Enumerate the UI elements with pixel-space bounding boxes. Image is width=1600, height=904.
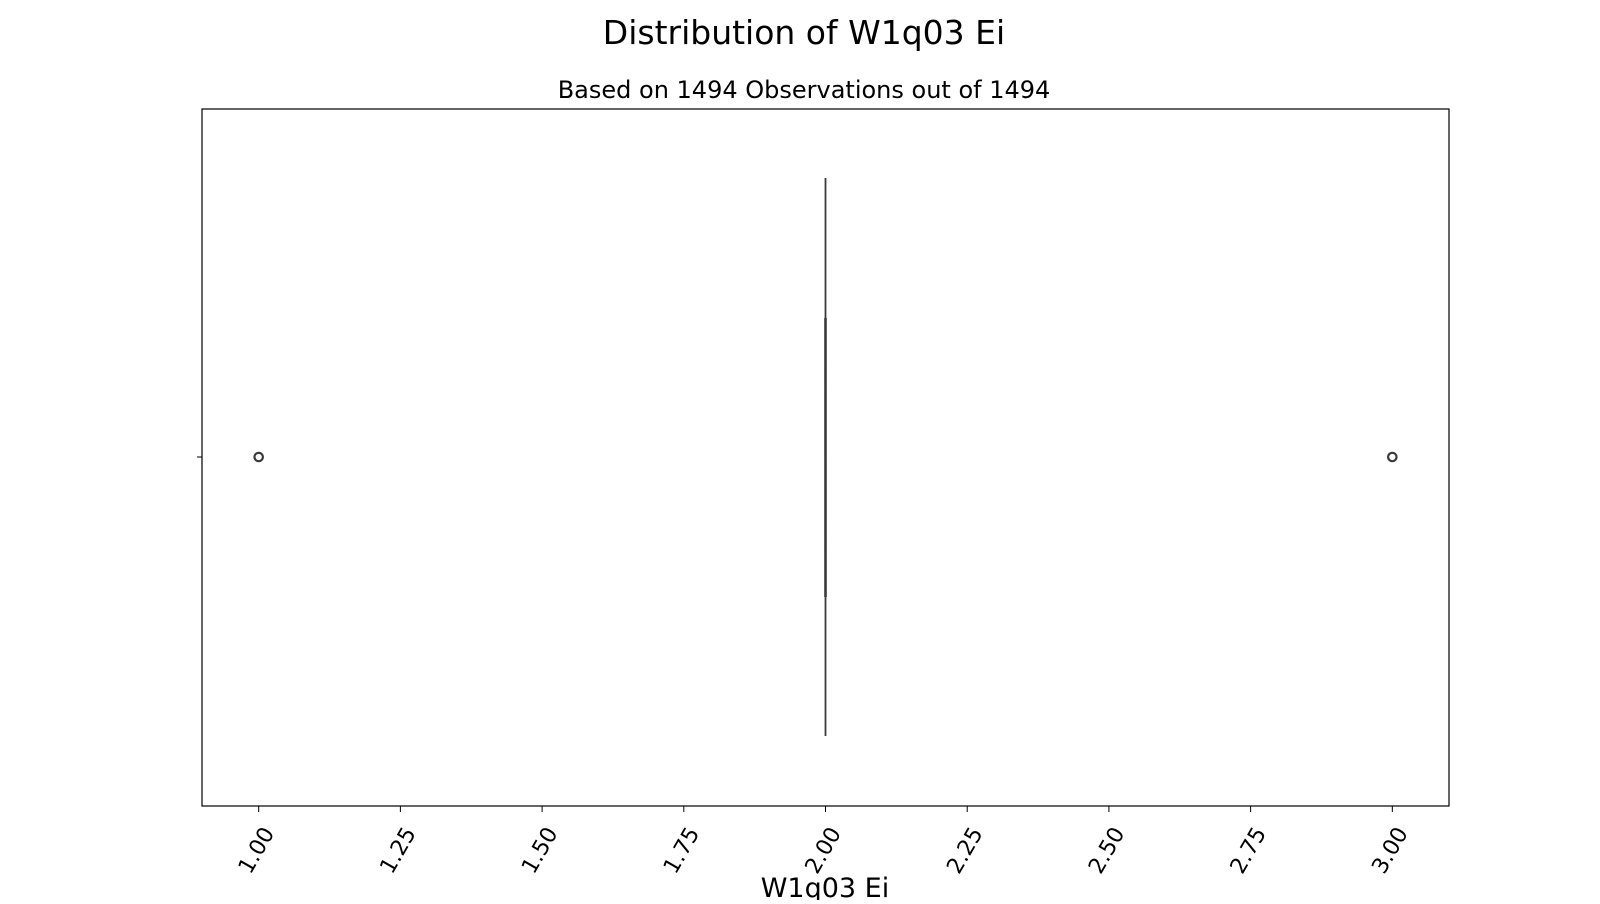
chart-marks: 1.00 1.25 1.50 1.75 2.00 2.25 2.50 2.75 3.00 [197,178,1414,878]
x-tick-label: 2.25 [942,823,988,878]
chart-title: Distribution of W1q03 Ei [603,13,1005,52]
chart-subtitle: Based on 1494 Observations out of 1494 [558,76,1051,104]
x-tick-label: 2.75 [1226,823,1272,878]
x-tick-label: 1.75 [659,823,705,878]
x-tick-label: 1.50 [517,823,563,878]
outlier-point [1387,451,1398,463]
box-median [824,317,827,598]
x-tick-label: 2.50 [1084,823,1130,878]
x-tick-label: 2.00 [801,823,847,878]
x-tick-label: 3.00 [1368,823,1414,878]
x-tick-label: 1.00 [234,823,280,878]
outlier-point [253,451,264,463]
x-tick-label: 1.25 [376,823,422,878]
x-axis-label: W1q03 Ei [761,873,890,900]
